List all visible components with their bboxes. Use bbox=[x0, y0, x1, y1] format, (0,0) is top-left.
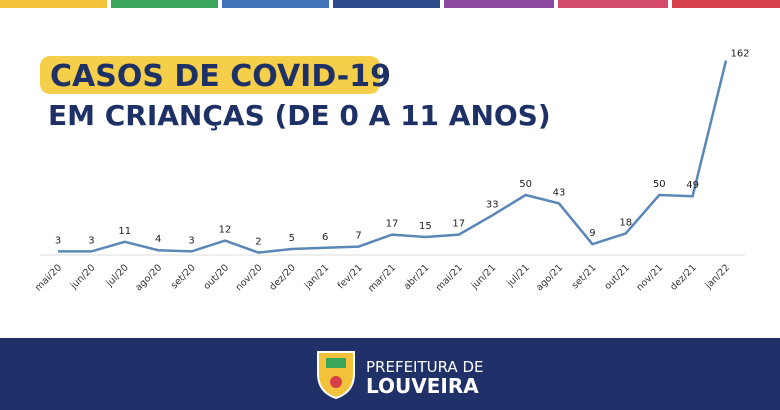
value-label: 3 bbox=[88, 235, 94, 246]
x-tick-label: dez/21 bbox=[668, 262, 699, 293]
value-label: 3 bbox=[55, 235, 61, 246]
value-label: 11 bbox=[118, 226, 131, 237]
value-label: 50 bbox=[519, 179, 532, 190]
x-tick-label: set/21 bbox=[570, 262, 599, 291]
value-label: 18 bbox=[619, 217, 632, 228]
footer bbox=[0, 338, 780, 410]
value-label: 43 bbox=[553, 187, 566, 198]
x-tick-label: jun/20 bbox=[68, 262, 98, 292]
value-label: 5 bbox=[289, 233, 295, 244]
color-bar bbox=[444, 0, 554, 8]
value-label: 7 bbox=[355, 231, 361, 242]
value-label: 17 bbox=[386, 219, 399, 230]
footer-line2: LOUVEIRA bbox=[366, 374, 479, 398]
footer-line1: PREFEITURA DE bbox=[366, 358, 484, 376]
value-label: 6 bbox=[322, 232, 328, 243]
value-label: 4 bbox=[155, 234, 161, 245]
value-label: 33 bbox=[486, 199, 499, 210]
x-tick-label: mar/21 bbox=[366, 262, 398, 294]
x-tick-label: mai/20 bbox=[33, 262, 64, 293]
chart-title: CASOS DE COVID-19 bbox=[50, 59, 391, 94]
logo bbox=[317, 351, 355, 400]
x-tick-label: jan/21 bbox=[302, 262, 332, 292]
x-tick-label: abr/21 bbox=[402, 262, 432, 292]
x-tick-label: out/20 bbox=[202, 262, 232, 292]
data-line bbox=[58, 60, 728, 254]
x-tick-label: ago/20 bbox=[133, 262, 164, 293]
value-label: 9 bbox=[589, 228, 595, 239]
color-bar bbox=[558, 0, 668, 8]
value-label: 15 bbox=[419, 221, 432, 232]
x-tick-label: set/20 bbox=[169, 262, 198, 291]
x-tick-label: jul/20 bbox=[104, 262, 131, 289]
color-bar bbox=[222, 0, 329, 8]
x-tick-label: nov/21 bbox=[634, 262, 665, 293]
chart-subtitle: EM CRIANÇAS (DE 0 A 11 ANOS) bbox=[48, 99, 551, 132]
x-tick-label: mai/21 bbox=[434, 262, 465, 293]
color-bar bbox=[0, 0, 107, 8]
x-tick-label: ago/21 bbox=[534, 262, 565, 293]
value-label: 49 bbox=[686, 180, 699, 191]
x-tick-label: dez/20 bbox=[267, 262, 298, 293]
color-bar bbox=[672, 0, 780, 8]
color-bar bbox=[333, 0, 440, 8]
x-tick-label: jun/21 bbox=[469, 262, 499, 292]
x-tick-label: jul/21 bbox=[504, 262, 531, 289]
value-label: 162 bbox=[730, 49, 749, 60]
value-label: 17 bbox=[452, 219, 465, 230]
title-highlight bbox=[40, 56, 380, 94]
x-tick-label: nov/20 bbox=[234, 262, 265, 293]
x-tick-label: fev/21 bbox=[336, 262, 365, 291]
value-label: 12 bbox=[219, 225, 232, 236]
value-label: 50 bbox=[653, 179, 666, 190]
x-tick-label: jan/22 bbox=[703, 262, 733, 292]
value-label: 2 bbox=[255, 237, 261, 248]
x-tick-label: out/21 bbox=[602, 262, 632, 292]
value-label: 3 bbox=[188, 235, 194, 246]
color-bar bbox=[111, 0, 218, 8]
